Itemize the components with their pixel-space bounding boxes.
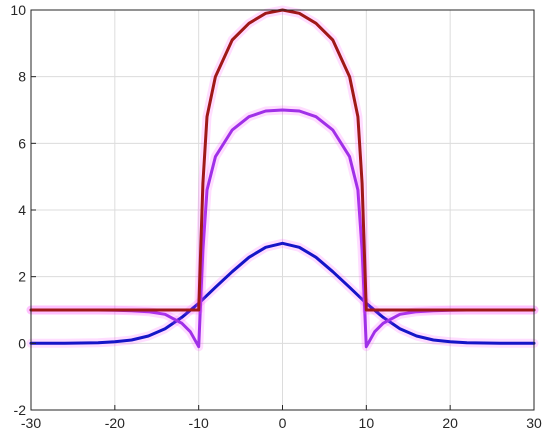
x-tick-label: 20 <box>442 415 458 431</box>
grid-lines <box>30 9 535 411</box>
y-tick-label: 0 <box>18 335 26 351</box>
y-tick-label: 8 <box>18 69 26 85</box>
x-tick-label: -20 <box>105 415 125 431</box>
x-tick-label: -10 <box>189 415 209 431</box>
series-lines <box>26 5 539 352</box>
x-tick-label: 30 <box>526 415 542 431</box>
y-tick-label: 10 <box>10 2 26 18</box>
series-0-line <box>29 241 536 345</box>
x-tick-label: -30 <box>21 415 41 431</box>
x-tick-label: 10 <box>359 415 375 431</box>
y-tick-label: 6 <box>18 135 26 151</box>
series-1-line <box>29 108 536 349</box>
x-axis-ticks: -30 -20 -10 0 10 20 30 <box>21 405 542 431</box>
y-tick-label: -2 <box>14 402 27 418</box>
x-tick-label: 0 <box>279 415 287 431</box>
y-tick-label: 2 <box>18 269 26 285</box>
y-axis-ticks: -2 0 2 4 6 8 10 <box>10 2 36 418</box>
y-tick-label: 4 <box>18 202 26 218</box>
